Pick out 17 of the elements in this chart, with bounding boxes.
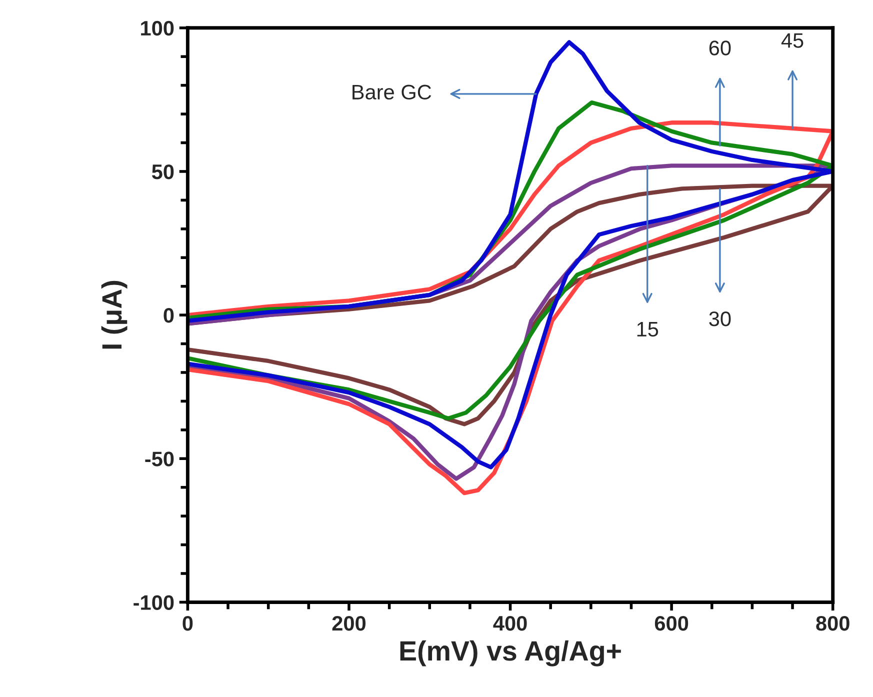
annotation: 45 — [781, 33, 804, 48]
y-tick-label: 0 — [164, 308, 174, 323]
annotation: 60 — [709, 40, 731, 56]
y-tick-label: -50 — [145, 452, 174, 466]
x-tick-label: 0 — [182, 616, 193, 631]
annotation: Bare GC — [352, 84, 432, 100]
x-axis-title: E(mV) vs Ag/Ag+ — [400, 640, 621, 666]
annotation: 30 — [709, 311, 731, 326]
y-axis-title: I (μA) — [101, 280, 128, 349]
x-tick-label: 800 — [816, 616, 850, 631]
y-tick-label: -100 — [134, 595, 174, 610]
x-tick-label: 200 — [332, 616, 366, 631]
y-tick-label: 100 — [141, 20, 174, 36]
y-tick-label: 50 — [152, 164, 174, 180]
x-tick-label: 600 — [654, 616, 688, 631]
x-tick-label: 400 — [493, 616, 527, 631]
annotation: 15 — [637, 322, 658, 337]
